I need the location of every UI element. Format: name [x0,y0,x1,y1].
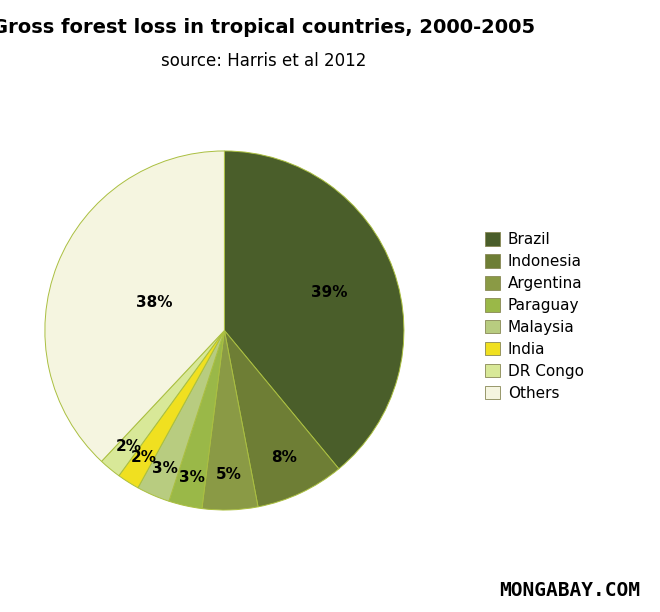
Wedge shape [102,330,224,476]
Wedge shape [169,330,224,509]
Wedge shape [224,151,404,469]
Text: 2%: 2% [131,450,156,465]
Text: 8%: 8% [271,450,297,465]
Wedge shape [45,151,224,461]
Text: source: Harris et al 2012: source: Harris et al 2012 [161,52,367,70]
Wedge shape [119,330,224,488]
Text: 39%: 39% [311,285,347,300]
Text: 38%: 38% [136,295,172,310]
Text: 2%: 2% [115,439,141,454]
Text: 5%: 5% [216,466,242,482]
Text: Gross forest loss in tropical countries, 2000-2005: Gross forest loss in tropical countries,… [0,18,535,37]
Text: 3%: 3% [152,461,178,476]
Wedge shape [224,330,339,507]
Text: MONGABAY.COM: MONGABAY.COM [499,581,640,600]
Legend: Brazil, Indonesia, Argentina, Paraguay, Malaysia, India, DR Congo, Others: Brazil, Indonesia, Argentina, Paraguay, … [479,226,590,407]
Wedge shape [138,330,224,501]
Wedge shape [202,330,258,510]
Text: 3%: 3% [179,470,205,485]
